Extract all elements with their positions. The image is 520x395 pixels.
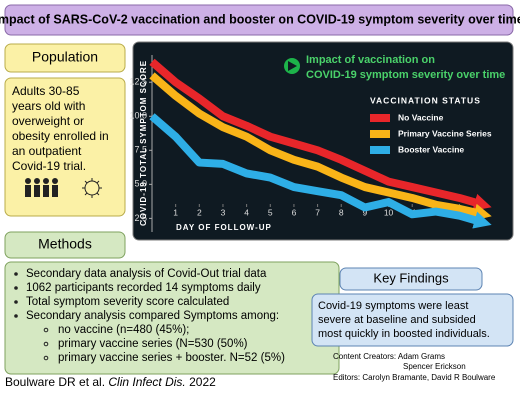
citation-year: 2022 [189, 375, 216, 389]
chart-title: COVID-19 symptom severity over time [306, 69, 505, 81]
population-text: obesity enrolled in [12, 129, 109, 143]
credits: Content Creators: Adam Grams [333, 352, 445, 361]
sub-bullet [43, 355, 49, 361]
methods-item: Total symptom severity score calculated [26, 296, 229, 308]
findings-box [311, 293, 514, 347]
methods-heading: Methods [38, 236, 92, 252]
series-line [149, 72, 492, 221]
x-tick-label: 2 [197, 207, 202, 217]
sub-bullet [43, 341, 49, 347]
population-heading: Population [32, 49, 98, 65]
x-tick-label: 3 [221, 207, 226, 217]
legend-swatch [370, 114, 390, 122]
methods-item: Secondary data analysis of Covid-Out tri… [26, 268, 267, 280]
y-tick-label: 12.5 [129, 77, 147, 87]
people-icon [25, 178, 58, 197]
methods-subitem: primary vaccine series + booster. N=52 (… [58, 352, 285, 364]
credits: Editors: Carolyn Bramante, David R Boulw… [333, 373, 496, 382]
findings-header [339, 267, 483, 291]
legend-label: Booster Vaccine [398, 144, 464, 154]
legend-swatch [370, 146, 390, 154]
population-header [4, 43, 126, 73]
x-tick-label: 8 [339, 207, 344, 217]
x-tick-label: 9 [363, 207, 368, 217]
virus-icon [82, 178, 102, 198]
series-line [149, 113, 492, 229]
x-tick-label: 6 [292, 207, 297, 217]
bullet [14, 300, 18, 304]
y-axis-label: COVID-19 TOTAL SYMPTOM SCORE [139, 60, 148, 226]
population-text: an outpatient [12, 144, 82, 158]
legend-title: VACCINATION STATUS [370, 95, 481, 105]
title-bar [4, 4, 514, 36]
population-text: overweight or [12, 114, 84, 128]
bullet [14, 314, 18, 318]
x-tick-label: 4 [244, 207, 249, 217]
citation: Boulware DR et al. Clin Infect Dis. 2022 [5, 375, 216, 389]
citation-journal: Clin Infect Dis. [108, 375, 185, 389]
x-tick-label: 5 [268, 207, 273, 217]
methods-subitem: no vaccine (n=480 (45%); [58, 324, 189, 336]
findings-text: Covid-19 symptoms were least [318, 300, 468, 312]
methods-subitem: primary vaccine series (N=530 (50%) [58, 338, 248, 350]
x-tick-label: 10 [384, 207, 394, 217]
bullet [14, 286, 18, 290]
population-text: years old with [12, 99, 85, 113]
page-title: Impact of SARS-CoV-2 vaccination and boo… [0, 12, 520, 26]
y-tick-label: 2.5 [134, 213, 147, 223]
chart-title-icon [288, 61, 297, 71]
legend-label: Primary Vaccine Series [398, 128, 492, 138]
population-text: Covid-19 trial. [12, 159, 86, 173]
y-tick-label: 5.0 [134, 179, 147, 189]
series-line [149, 58, 492, 211]
citation-authors: Boulware DR et al. [5, 375, 105, 389]
x-axis-label: DAY OF FOLLOW-UP [176, 223, 272, 232]
findings-heading: Key Findings [373, 270, 449, 285]
bullet [14, 272, 18, 276]
findings-text: most quickly in boosted individuals. [318, 328, 490, 340]
y-tick-label: 7.5 [134, 145, 147, 155]
methods-header [4, 231, 126, 259]
x-tick-label: 7 [315, 207, 320, 217]
methods-item: Secondary analysis compared Symptoms amo… [26, 310, 279, 322]
y-tick-label: 10.0 [129, 111, 147, 121]
legend-label: No Vaccine [398, 112, 444, 122]
sub-bullet [43, 327, 49, 333]
findings-text: severe at baseline and subsided [318, 314, 476, 326]
legend-swatch [370, 130, 390, 138]
chart-title: Impact of vaccination on [306, 54, 435, 66]
methods-item: 1062 participants recorded 14 symptoms d… [26, 282, 261, 294]
population-text: Adults 30-85 [12, 84, 80, 98]
credits: Spencer Erickson [403, 362, 466, 371]
x-tick-label: 1 [173, 207, 178, 217]
